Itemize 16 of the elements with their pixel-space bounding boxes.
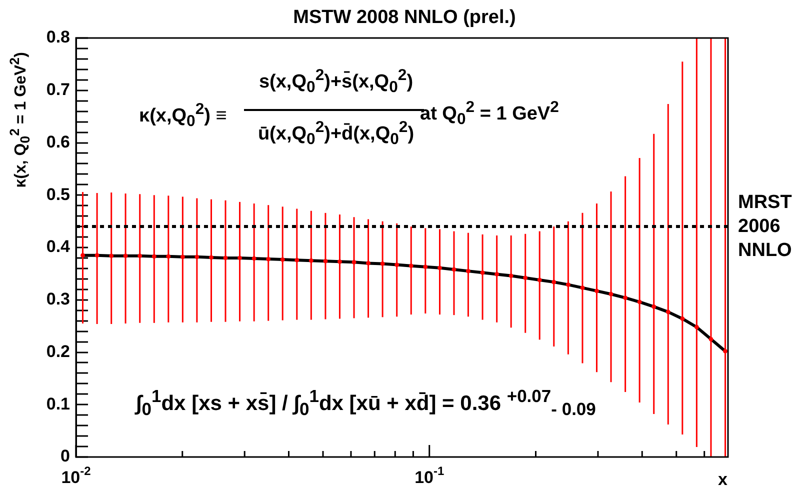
annotation: κ(x,Q$_{0}$$^{2}$) ≡ [139, 101, 227, 130]
y-tick-label: 0.3 [46, 290, 70, 309]
annotation: s(x,Q$_{0}$$^{2}$)+s̄(x,Q$_{0}$$^{2}$) [258, 67, 414, 96]
y-tick-label: 0.1 [46, 394, 70, 414]
y-tick-label: 0.5 [46, 184, 70, 204]
y-tick-label: 0.6 [46, 132, 70, 152]
y-tick-label: 0.7 [46, 80, 70, 100]
y-tick-label: 0.2 [46, 342, 70, 361]
ref-line-label: MRST 2006 NNLO [738, 192, 792, 261]
x-axis-title: x [718, 470, 728, 489]
y-tick-label: 0.8 [46, 28, 70, 47]
annotation: at Q$_{0}$$^{2}$ = 1 GeV$^{2}$ [420, 99, 559, 128]
y-tick-label: 0.4 [46, 237, 71, 256]
annotation: ū(x,Q$_{0}$$^{2}$)+d̄(x,Q$_{0}$$^{2}$) [258, 119, 414, 148]
chart-title: MSTW 2008 NNLO (prel.) [292, 7, 517, 28]
y-tick-label: 0 [60, 446, 70, 466]
